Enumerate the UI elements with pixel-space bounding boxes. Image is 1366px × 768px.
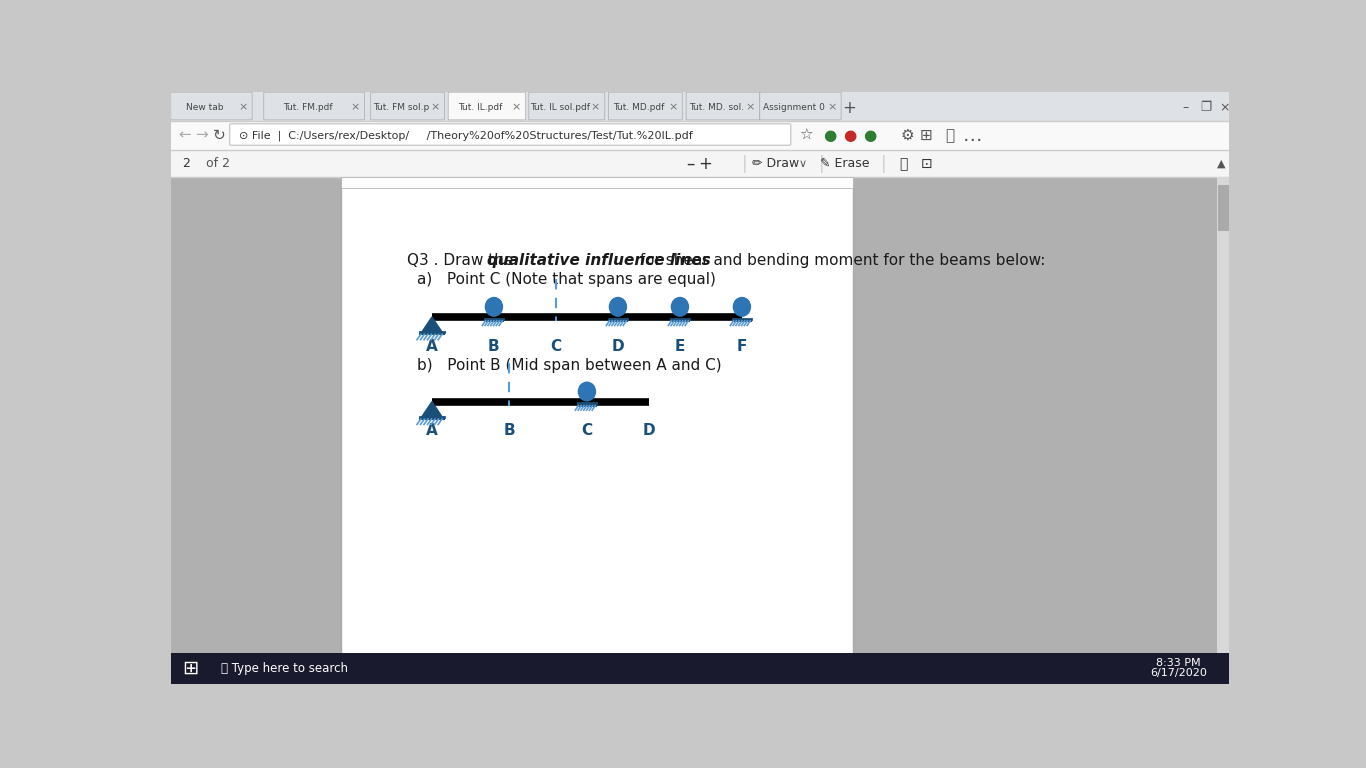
Text: D: D <box>612 339 624 354</box>
Bar <box>1217 177 1229 684</box>
Ellipse shape <box>672 297 688 316</box>
Text: –: – <box>686 155 694 173</box>
Text: Tut. FM sol.p: Tut. FM sol.p <box>373 103 429 112</box>
FancyBboxPatch shape <box>370 92 444 120</box>
Text: C: C <box>582 423 593 439</box>
Bar <box>171 653 1229 684</box>
Text: a)   Point C (Note that spans are equal): a) Point C (Note that spans are equal) <box>417 272 716 286</box>
Text: Tut. IL.pdf: Tut. IL.pdf <box>459 103 503 112</box>
FancyBboxPatch shape <box>759 92 841 120</box>
FancyBboxPatch shape <box>264 92 365 120</box>
Text: F: F <box>736 339 747 354</box>
Text: |: | <box>820 155 825 173</box>
Ellipse shape <box>578 382 596 401</box>
Text: |: | <box>742 155 747 173</box>
Text: ×: × <box>828 103 836 113</box>
Bar <box>342 177 852 188</box>
Text: ×: × <box>238 103 247 113</box>
FancyBboxPatch shape <box>529 92 605 120</box>
Text: ∨: ∨ <box>798 159 806 169</box>
Text: ×: × <box>590 103 600 113</box>
Text: ×: × <box>668 103 678 113</box>
Text: B: B <box>488 339 500 354</box>
Text: 🖨: 🖨 <box>899 157 907 170</box>
Bar <box>171 92 1229 121</box>
Text: |: | <box>881 155 887 173</box>
FancyBboxPatch shape <box>686 92 759 120</box>
Text: Tut. IL sol.pdf: Tut. IL sol.pdf <box>530 103 590 112</box>
Text: ☆: ☆ <box>799 127 813 143</box>
Text: →: → <box>195 127 208 143</box>
Text: Tut. MD.pdf: Tut. MD.pdf <box>613 103 665 112</box>
Text: qualitative influence lines: qualitative influence lines <box>486 253 710 267</box>
Text: 2: 2 <box>182 157 190 170</box>
Text: for shear and bending moment for the beams below:: for shear and bending moment for the bea… <box>630 253 1046 267</box>
Text: Assignment 0: Assignment 0 <box>764 103 825 112</box>
Text: ×: × <box>1220 101 1229 114</box>
Text: ●: ● <box>863 127 877 143</box>
Ellipse shape <box>609 297 627 316</box>
Text: ×: × <box>430 103 440 113</box>
Bar <box>171 121 1229 150</box>
Text: ×: × <box>512 103 520 113</box>
Text: ●: ● <box>822 127 836 143</box>
Text: Tut. MD. sol.: Tut. MD. sol. <box>690 103 744 112</box>
Text: Tut. FM.pdf: Tut. FM.pdf <box>283 103 333 112</box>
FancyBboxPatch shape <box>171 92 253 120</box>
Text: Q3 . Draw the: Q3 . Draw the <box>407 253 518 267</box>
Text: –: – <box>1183 101 1190 114</box>
Text: A: A <box>426 423 437 439</box>
Text: 🔍 Type here to search: 🔍 Type here to search <box>221 661 348 674</box>
Text: +: + <box>698 155 713 173</box>
Polygon shape <box>422 317 443 332</box>
Text: ❐: ❐ <box>1199 101 1212 114</box>
FancyBboxPatch shape <box>229 124 791 145</box>
Text: +: + <box>843 98 856 117</box>
Bar <box>1217 184 1228 230</box>
Text: A: A <box>426 339 437 354</box>
Text: b)   Point B (Mid span between A and C): b) Point B (Mid span between A and C) <box>417 358 721 373</box>
Text: ▲: ▲ <box>1217 159 1225 169</box>
Text: E: E <box>675 339 686 354</box>
Text: 8:33 PM: 8:33 PM <box>1156 658 1201 668</box>
Text: ×: × <box>746 103 755 113</box>
FancyBboxPatch shape <box>448 92 526 120</box>
Bar <box>171 177 1229 684</box>
Text: ×: × <box>351 103 359 113</box>
Ellipse shape <box>485 297 503 316</box>
Text: ⊡: ⊡ <box>921 157 932 170</box>
FancyBboxPatch shape <box>609 92 682 120</box>
Text: New tab: New tab <box>187 103 224 112</box>
Text: B: B <box>504 423 515 439</box>
Polygon shape <box>422 402 443 417</box>
Text: ⊞: ⊞ <box>182 659 198 677</box>
Bar <box>171 150 1229 177</box>
Text: D: D <box>642 423 656 439</box>
Text: ⚙: ⚙ <box>900 127 914 143</box>
Text: ✎ Erase: ✎ Erase <box>820 157 870 170</box>
Text: ✏ Draw: ✏ Draw <box>751 157 799 170</box>
Text: 6/17/2020: 6/17/2020 <box>1150 667 1206 677</box>
Bar <box>342 184 852 670</box>
Text: ↻: ↻ <box>213 127 225 143</box>
Text: ⊞: ⊞ <box>919 127 933 143</box>
Text: of 2: of 2 <box>206 157 231 170</box>
Text: C: C <box>550 339 561 354</box>
Text: ●: ● <box>843 127 856 143</box>
Text: 👤: 👤 <box>945 127 955 143</box>
Text: ←: ← <box>179 127 191 143</box>
Ellipse shape <box>734 297 750 316</box>
Text: ⊙ File  |  C:/Users/rex/Desktop/     /Theory%20of%20Structures/Test/Tut.%20IL.pd: ⊙ File | C:/Users/rex/Desktop/ /Theory%2… <box>239 130 693 141</box>
Text: …: … <box>963 126 982 145</box>
